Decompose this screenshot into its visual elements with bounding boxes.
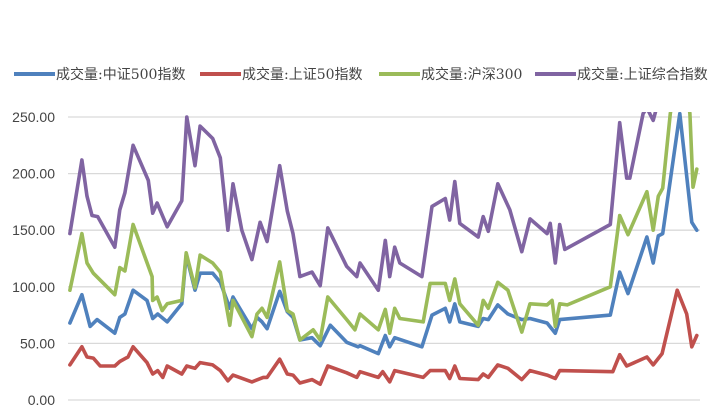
y-axis-ticks: 0.00 50.00 100.00 150.00 200.00 250.00 xyxy=(12,109,55,408)
y-tick-label: 0.00 xyxy=(28,392,55,408)
series-line-2 xyxy=(68,112,699,342)
y-tick-label: 50.00 xyxy=(20,335,55,351)
series-line-0 xyxy=(68,112,699,356)
y-tick-label: 200.00 xyxy=(12,166,55,182)
legend: 成交量:中证500指数 成交量:上证50指数 成交量:沪深300 成交量:上证综合指数 xyxy=(14,66,708,83)
series-lines xyxy=(68,112,699,386)
legend-label: 成交量:中证500指数 xyxy=(56,66,185,83)
gridlines xyxy=(68,116,700,401)
series-line-3 xyxy=(68,112,658,292)
legend-label: 成交量:沪深300 xyxy=(421,66,522,83)
legend-label: 成交量:上证综合指数 xyxy=(577,66,708,83)
legend-label: 成交量:上证50指数 xyxy=(242,66,363,83)
y-tick-label: 100.00 xyxy=(12,279,55,295)
y-tick-label: 150.00 xyxy=(12,222,55,238)
y-tick-label: 250.00 xyxy=(12,109,55,125)
series-line-1 xyxy=(68,288,699,386)
